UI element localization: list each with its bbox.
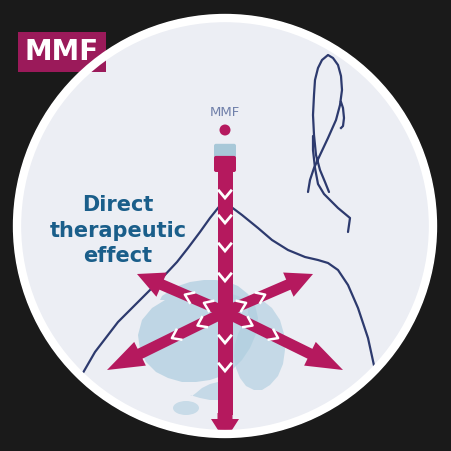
Polygon shape: [138, 280, 258, 382]
FancyArrow shape: [137, 272, 227, 317]
FancyArrow shape: [223, 307, 343, 370]
FancyBboxPatch shape: [214, 156, 236, 172]
FancyArrow shape: [223, 272, 313, 317]
Polygon shape: [190, 382, 232, 400]
FancyArrow shape: [211, 413, 239, 441]
FancyBboxPatch shape: [214, 144, 236, 160]
Circle shape: [220, 124, 230, 135]
Text: Direct
therapeutic
effect: Direct therapeutic effect: [50, 195, 187, 266]
Bar: [218, 172, 233, 312]
Bar: [218, 312, 233, 415]
Polygon shape: [220, 294, 285, 390]
Circle shape: [17, 18, 433, 434]
FancyArrow shape: [107, 307, 227, 370]
Ellipse shape: [173, 401, 199, 415]
Text: MMF: MMF: [210, 106, 240, 120]
Text: MMF: MMF: [25, 38, 99, 66]
FancyBboxPatch shape: [18, 32, 106, 72]
